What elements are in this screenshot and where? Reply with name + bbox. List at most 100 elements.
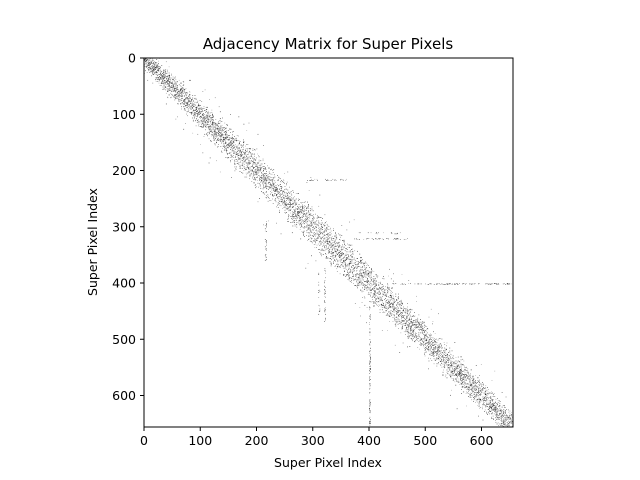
- matrix-cell: [433, 331, 434, 333]
- matrix-cell: [345, 248, 347, 249]
- matrix-cell: [198, 112, 199, 113]
- matrix-cell: [306, 216, 308, 217]
- matrix-cell: [387, 286, 388, 288]
- matrix-cell: [200, 116, 202, 118]
- matrix-cell: [354, 275, 356, 277]
- matrix-cell: [264, 174, 266, 176]
- matrix-cell: [401, 308, 403, 310]
- matrix-cell: [302, 231, 304, 233]
- matrix-cell: [390, 297, 392, 298]
- matrix-cell: [201, 126, 203, 128]
- matrix-cell: [442, 356, 443, 358]
- matrix-cell: [279, 203, 280, 204]
- matrix-cell: [212, 115, 214, 117]
- matrix-cell: [383, 295, 385, 297]
- matrix-cell: [331, 242, 333, 244]
- matrix-cell: [228, 144, 230, 146]
- matrix-cell: [455, 379, 457, 380]
- matrix-cell: [347, 243, 348, 245]
- matrix-cell: [450, 362, 451, 364]
- matrix-cell: [302, 220, 303, 222]
- matrix-cell: [456, 377, 458, 379]
- matrix-cell: [191, 106, 193, 108]
- matrix-cell: [194, 117, 195, 119]
- matrix-cell: [330, 237, 332, 239]
- matrix-cell: [343, 253, 344, 255]
- matrix-cell: [435, 344, 437, 346]
- matrix-cell: [235, 163, 236, 165]
- matrix-cell: [462, 381, 464, 383]
- matrix-cell: [170, 83, 172, 85]
- matrix-cell: [181, 94, 183, 96]
- matrix-cell: [178, 91, 180, 92]
- matrix-cell: [298, 211, 300, 212]
- matrix-cell: [434, 348, 436, 350]
- matrix-cell: [396, 299, 398, 301]
- matrix-cell: [460, 364, 462, 365]
- matrix-cell: [451, 371, 453, 373]
- matrix-cell: [375, 283, 377, 285]
- matrix-cell: [253, 167, 254, 169]
- matrix-cell: [453, 362, 455, 364]
- matrix-cell: [435, 346, 437, 348]
- matrix-cell: [267, 174, 269, 176]
- matrix-cell: [181, 100, 182, 101]
- matrix-cell: [296, 217, 298, 218]
- matrix-cell: [453, 371, 455, 373]
- matrix-cell: [370, 272, 372, 274]
- matrix-cell: [239, 141, 240, 142]
- matrix-cell: [256, 166, 258, 167]
- matrix-cell: [389, 306, 390, 308]
- matrix-cell: [379, 296, 381, 298]
- matrix-cell: [259, 163, 261, 165]
- matrix-cell: [425, 330, 427, 332]
- matrix-cell: [214, 138, 216, 140]
- matrix-cell: [417, 321, 419, 322]
- matrix-cell: [459, 371, 461, 373]
- matrix-cell: [200, 119, 202, 121]
- matrix-cell: [421, 326, 423, 328]
- matrix-cell: [257, 171, 259, 173]
- matrix-cell: [254, 177, 256, 179]
- matrix-cell: [335, 232, 336, 234]
- matrix-cell: [295, 218, 297, 220]
- matrix-cell: [350, 261, 352, 263]
- matrix-cell: [248, 163, 250, 164]
- matrix-cell: [275, 182, 276, 184]
- matrix-cell: [171, 82, 173, 83]
- matrix-cell: [325, 241, 326, 243]
- matrix-cell: [465, 380, 467, 382]
- matrix-cell: [255, 159, 257, 161]
- matrix-cell: [264, 186, 266, 187]
- matrix-cell: [417, 338, 419, 339]
- matrix-cell: [255, 173, 257, 175]
- matrix-cell: [371, 269, 372, 271]
- matrix-cell: [325, 249, 327, 250]
- matrix-cell: [447, 373, 449, 375]
- matrix-cell: [207, 115, 208, 117]
- matrix-cell: [425, 333, 427, 335]
- matrix-cell: [202, 121, 204, 122]
- matrix-cell: [199, 113, 200, 115]
- matrix-cell: [248, 169, 250, 171]
- matrix-cell: [203, 121, 205, 122]
- matrix-cell: [321, 217, 322, 218]
- matrix-cell: [350, 244, 352, 246]
- matrix-cell: [193, 103, 195, 104]
- matrix-cell: [467, 368, 469, 370]
- matrix-cell: [365, 271, 367, 272]
- matrix-cell: [148, 63, 150, 64]
- matrix-cell: [189, 97, 191, 99]
- matrix-cell: [302, 202, 303, 203]
- matrix-cell: [153, 67, 155, 69]
- matrix-cell: [162, 81, 163, 82]
- matrix-cell: [191, 99, 193, 100]
- matrix-cell: [448, 359, 450, 361]
- matrix-cell: [286, 198, 288, 199]
- matrix-cell: [189, 94, 191, 96]
- matrix-cell: [196, 102, 198, 104]
- matrix-cell: [181, 92, 182, 94]
- matrix-cell: [234, 162, 235, 164]
- matrix-cell: [433, 347, 435, 349]
- matrix-cell: [240, 149, 241, 151]
